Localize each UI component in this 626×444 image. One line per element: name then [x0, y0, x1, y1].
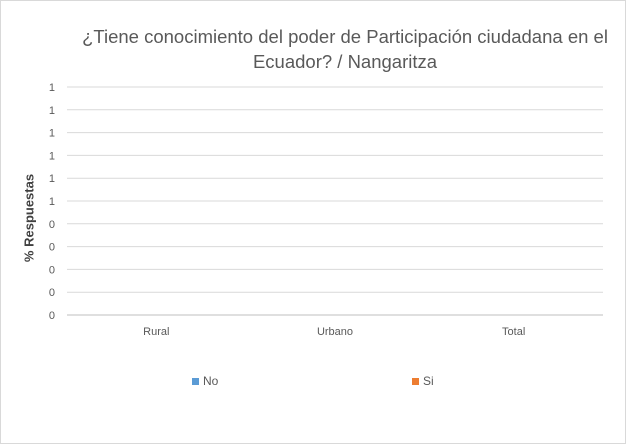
- y-tick-label: 1: [49, 105, 55, 117]
- legend: No Si: [0, 374, 626, 390]
- y-tick-label: 0: [49, 310, 55, 322]
- x-tick-label: Rural: [143, 326, 169, 338]
- y-tick-label: 0: [49, 219, 55, 231]
- y-tick-label: 1: [49, 196, 55, 208]
- legend-label: No: [203, 374, 219, 388]
- legend-swatch: [192, 377, 199, 385]
- chart-title: ¿Tiene conocimiento del poder de Partici…: [60, 24, 626, 74]
- x-tick-label: Total: [502, 326, 525, 338]
- chart-title-line-2: Ecuador? / Nangaritza: [252, 51, 438, 72]
- y-tick-label: 0: [49, 242, 55, 254]
- chart-title-line-1: ¿Tiene conocimiento del poder de Partici…: [82, 26, 608, 47]
- y-tick-label: 0: [49, 264, 55, 276]
- legend-label: Si: [423, 374, 434, 388]
- y-tick-label: 0: [49, 287, 55, 299]
- y-tick-label: 1: [49, 128, 55, 140]
- legend-item-si: Si: [412, 374, 434, 388]
- legend-item-no: No: [192, 374, 218, 388]
- legend-swatch: [412, 377, 419, 385]
- x-tick-label: Urbano: [317, 326, 353, 338]
- y-tick-label: 1: [49, 173, 55, 185]
- y-tick-label: 1: [49, 150, 55, 162]
- y-tick-label: 1: [49, 82, 55, 94]
